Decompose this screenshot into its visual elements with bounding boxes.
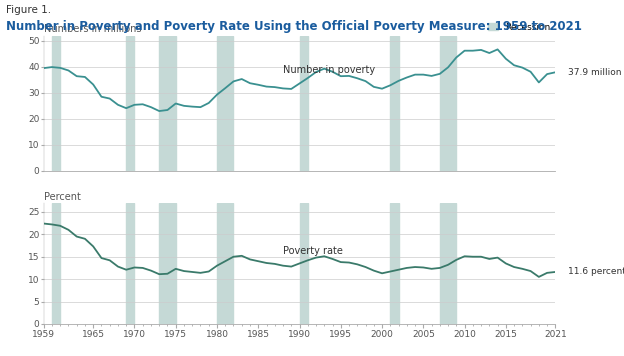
Text: Poverty rate: Poverty rate bbox=[283, 246, 343, 256]
Bar bbox=[126, 203, 134, 324]
Bar bbox=[52, 203, 60, 324]
Text: Number in Poverty and Poverty Rate Using the Official Poverty Measure: 1959 to 2: Number in Poverty and Poverty Rate Using… bbox=[6, 20, 582, 33]
Text: Number in poverty: Number in poverty bbox=[283, 65, 375, 75]
Bar bbox=[440, 36, 456, 171]
Bar bbox=[440, 203, 456, 324]
Bar bbox=[217, 36, 233, 171]
Bar bbox=[300, 36, 308, 171]
Bar bbox=[390, 36, 399, 171]
Bar bbox=[159, 36, 176, 171]
Text: Percent: Percent bbox=[44, 192, 80, 202]
Bar bbox=[300, 203, 308, 324]
Text: 37.9 million: 37.9 million bbox=[568, 68, 622, 77]
Text: Numbers in millions: Numbers in millions bbox=[44, 24, 141, 34]
Bar bbox=[52, 36, 60, 171]
Bar bbox=[390, 203, 399, 324]
Text: 11.6 percent: 11.6 percent bbox=[568, 267, 624, 277]
Bar bbox=[126, 36, 134, 171]
Bar bbox=[159, 203, 176, 324]
Text: Figure 1.: Figure 1. bbox=[6, 5, 51, 15]
Legend: Recession: Recession bbox=[487, 22, 551, 32]
Bar bbox=[217, 203, 233, 324]
